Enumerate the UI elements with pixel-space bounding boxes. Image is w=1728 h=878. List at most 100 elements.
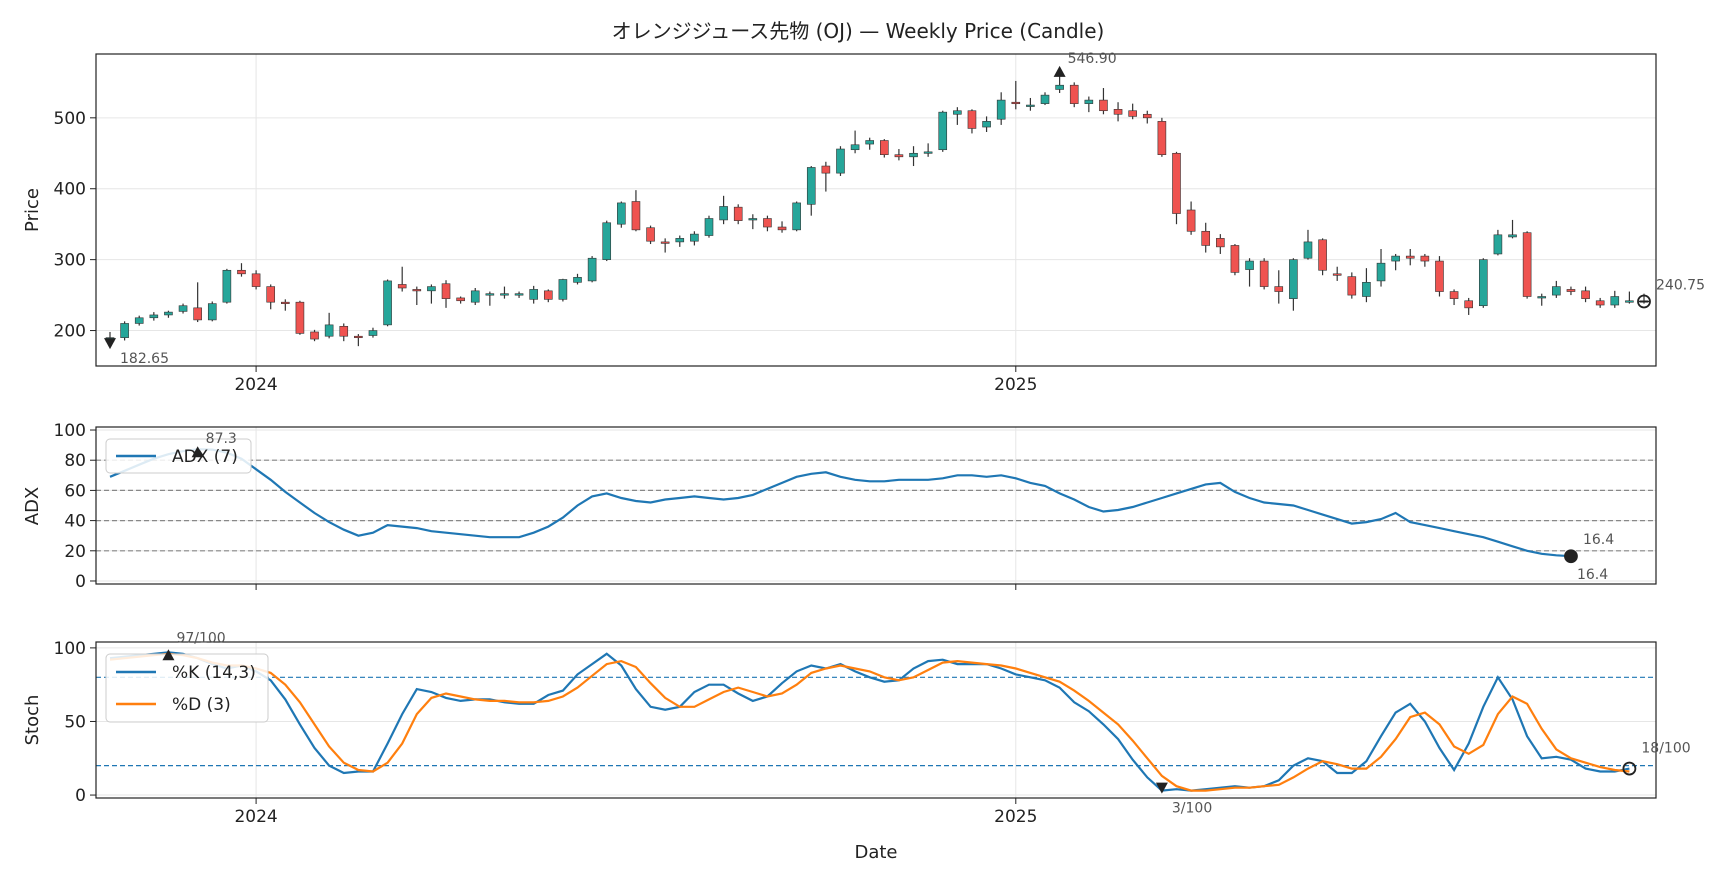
candle (1581, 286, 1590, 303)
price-grid (96, 54, 1656, 366)
candle-body (1084, 99, 1094, 104)
candle (1552, 280, 1561, 298)
candle-body (792, 202, 801, 231)
candle-body (149, 314, 159, 319)
candle (1566, 286, 1576, 296)
candle (1142, 110, 1152, 124)
candle (1259, 258, 1269, 290)
candle (865, 137, 874, 150)
candle (529, 285, 538, 304)
chart-title: オレンジジュース先物 (OJ) — Weekly Price (Candle) (612, 19, 1105, 43)
stoch-plot-frame (95, 641, 1657, 799)
candle (1493, 229, 1503, 256)
candle (514, 291, 524, 298)
max-marker (1053, 65, 1066, 77)
candle (1157, 117, 1167, 157)
candle-body (1216, 238, 1225, 248)
candle-body (1230, 245, 1240, 273)
adx-y-axis: 0 20 40 60 80 100 (54, 421, 96, 592)
candle (1508, 219, 1517, 239)
candle (1537, 293, 1547, 306)
candle-body (836, 148, 845, 174)
candle (850, 130, 860, 154)
series-line-1 (109, 448, 1572, 558)
candle (1099, 88, 1108, 115)
candle-body (193, 307, 202, 321)
series-line-2 (109, 652, 1630, 792)
candle (1435, 256, 1444, 297)
candle (164, 310, 173, 318)
candle (427, 284, 436, 304)
candle (1069, 82, 1079, 108)
candle (617, 201, 626, 228)
candle-body (134, 317, 144, 324)
candle (281, 299, 290, 311)
candle (251, 270, 261, 290)
candle-body (310, 331, 319, 340)
candle-body (1464, 300, 1473, 309)
max-marker (191, 446, 204, 458)
candle-body (1142, 113, 1152, 119)
candle (193, 282, 202, 323)
candle-body (1201, 230, 1211, 246)
price-x-axis: 2024 2025 (234, 366, 1037, 395)
candle (1362, 268, 1371, 303)
x-tick-label: 2025 (994, 807, 1037, 827)
candle-body (1055, 84, 1064, 90)
candle-body (558, 279, 568, 300)
candle-body (354, 335, 363, 339)
candle (1625, 291, 1634, 304)
y-tick-label: 300 (54, 251, 86, 271)
candle-body (164, 311, 173, 316)
candle (880, 139, 889, 158)
candle (631, 190, 641, 232)
candle (1230, 244, 1240, 276)
candle (675, 235, 685, 247)
candle-body (646, 227, 655, 242)
candle-body (1478, 259, 1488, 307)
candle (646, 225, 655, 245)
candle-body (251, 273, 261, 287)
y-tick-label: 500 (54, 109, 86, 129)
candle-body (295, 301, 305, 334)
candle-body (704, 218, 714, 236)
adx-lines (109, 448, 1572, 558)
candle (806, 166, 816, 216)
candle-body (690, 233, 699, 242)
candle-body (1303, 241, 1313, 259)
candle-body (763, 218, 772, 228)
candle-body (1347, 276, 1357, 296)
last-marker (1637, 294, 1651, 309)
candle (1084, 96, 1094, 113)
stoch-y-label: Stoch (22, 695, 43, 746)
candle-body (529, 289, 538, 300)
candle-body (1610, 296, 1620, 306)
y-tick-label: 80 (64, 451, 86, 471)
adx-x-axis (255, 584, 1017, 590)
candle-body (1069, 84, 1079, 104)
candle (120, 321, 129, 341)
candle-body (660, 241, 670, 244)
candle (1216, 234, 1225, 254)
candle (996, 92, 1006, 125)
candle (587, 256, 597, 283)
candle (1610, 290, 1620, 308)
adx-max-label: 87.3 (206, 431, 237, 447)
min-marker (104, 338, 116, 350)
stoch-last-label: 18/100 (1641, 741, 1690, 757)
candle (222, 268, 232, 304)
candle-body (514, 293, 524, 296)
candle-body (1376, 262, 1386, 282)
candle (134, 315, 144, 326)
candle (441, 280, 451, 308)
candle-body (1245, 260, 1254, 270)
candle-body (120, 323, 129, 338)
candle-body (894, 154, 904, 158)
x-tick-label: 2025 (994, 375, 1037, 395)
candle-body (1522, 232, 1532, 297)
adx-legend-label: ADX (7) (172, 447, 238, 467)
candle-body (1449, 291, 1459, 299)
stoch-legend-d-label: %D (3) (172, 695, 231, 715)
candle-body (1026, 104, 1035, 107)
candle (237, 263, 246, 277)
